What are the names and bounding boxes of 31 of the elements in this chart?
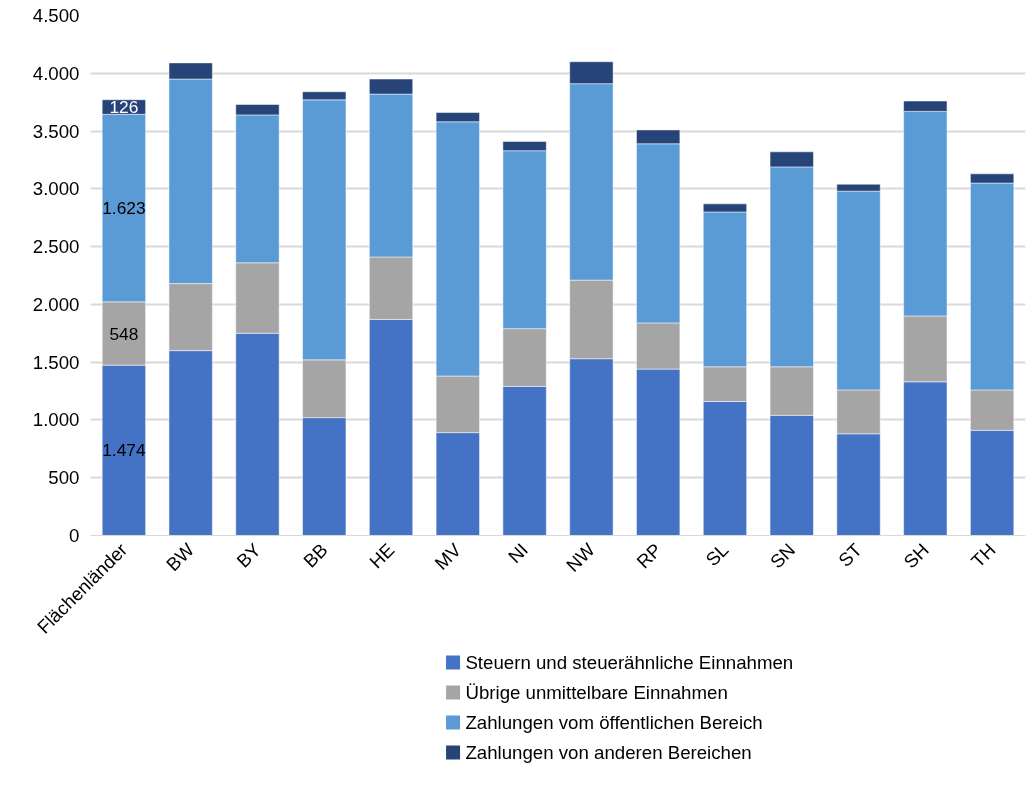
x-tick-label: TH [967, 539, 1000, 572]
legend-label: Zahlungen von anderen Bereichen [465, 742, 752, 763]
legend-label: Zahlungen vom öffentlichen Bereich [465, 712, 763, 733]
x-tick-label: HE [365, 539, 399, 573]
x-tick-label: SH [899, 539, 933, 573]
y-tick-label: 3.000 [32, 178, 80, 200]
x-tick-label: SN [766, 539, 800, 573]
data-label: 126 [109, 97, 139, 118]
y-tick-label: 4.500 [32, 5, 80, 26]
y-tick-label: 0 [69, 525, 80, 546]
x-tick-label: RP [632, 539, 666, 573]
legend-label: Übrige unmittelbare Einnahmen [465, 682, 728, 703]
x-tick-label: NI [503, 539, 533, 568]
x-tick-label: BW [162, 538, 199, 576]
data-label: 1.474 [102, 440, 146, 461]
legend-label: Steuern und steuerähnliche Einnahmen [465, 652, 794, 673]
x-tick-label: ST [834, 539, 866, 571]
y-tick-label: 4.000 [32, 62, 80, 84]
y-tick-label: 500 [48, 467, 80, 489]
y-tick-label: 2.000 [32, 293, 80, 315]
x-tick-label: NW [561, 538, 600, 576]
x-tick-label: BY [232, 538, 266, 572]
data-label: 548 [109, 323, 139, 344]
x-tick-label: BB [299, 539, 332, 572]
x-tick-label: MV [430, 538, 466, 574]
data-label: 1.623 [102, 198, 146, 219]
y-tick-label: 2.500 [32, 236, 80, 258]
y-tick-label: 3.500 [32, 120, 80, 142]
y-tick-label: 1.500 [32, 351, 80, 373]
y-tick-label: 1.000 [32, 409, 80, 431]
x-tick-label: SL [701, 539, 733, 571]
